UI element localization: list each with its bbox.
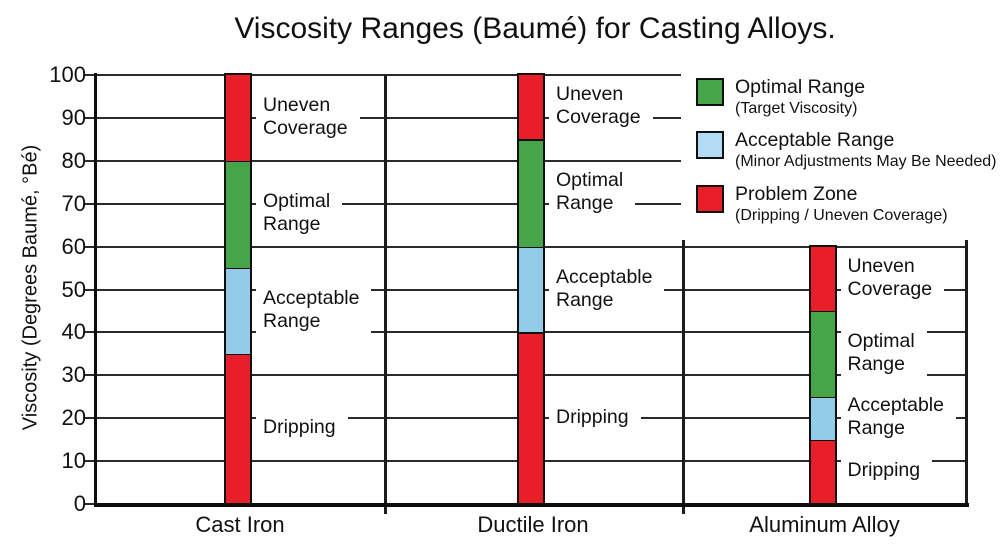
chart-title: Viscosity Ranges (Baumé) for Casting All… (234, 12, 836, 45)
segment-label-cast-iron: Optimal Range (256, 187, 343, 242)
segment-divider (226, 159, 250, 163)
y-tick-label: 80 (61, 147, 86, 173)
segment-label-ductile-iron: Acceptable Range (549, 262, 665, 317)
bar-segment-problem (226, 75, 250, 161)
segment-label-aluminum-alloy: Optimal Range (840, 326, 927, 381)
segment-label-ductile-iron: Uneven Coverage (549, 80, 653, 135)
bar-segment-acceptable (226, 268, 250, 354)
y-tick-label: 60 (61, 233, 86, 259)
legend-item-acceptable: Acceptable Range (Minor Adjustments May … (696, 129, 996, 172)
plot-right-border (965, 75, 968, 506)
segment-divider (810, 438, 835, 441)
legend-text-acceptable: Acceptable Range (Minor Adjustments May … (735, 129, 996, 172)
segment-divider (226, 352, 250, 356)
segment-divider (519, 138, 543, 141)
x-axis-line (93, 503, 969, 507)
y-axis-line (93, 73, 97, 507)
y-tick (85, 503, 96, 505)
y-tick (85, 202, 96, 205)
bar-segment-problem (226, 353, 250, 504)
legend-swatch-problem-icon (696, 185, 724, 213)
legend-item-optimal: Optimal Range (Target Viscosity) (696, 76, 865, 119)
panel-divider (384, 75, 387, 504)
segment-label-cast-iron: Dripping (256, 413, 348, 445)
bar-segment-optimal (519, 139, 543, 247)
y-tick-label: 10 (61, 448, 86, 474)
segment-label-aluminum-alloy: Acceptable Range (840, 391, 956, 446)
bar-segment-problem (519, 332, 543, 504)
legend-text-problem: Problem Zone (Dripping / Uneven Coverage… (735, 183, 948, 226)
y-tick (85, 288, 96, 291)
bar-segment-problem (519, 75, 543, 140)
y-tick-label: 50 (61, 276, 86, 302)
bar-ductile-iron (517, 73, 545, 504)
x-tick (384, 504, 387, 514)
y-tick (85, 331, 96, 334)
legend-label-acceptable: Acceptable Range (735, 129, 895, 151)
segment-label-ductile-iron: Dripping (549, 402, 641, 434)
bar-segment-acceptable (519, 246, 543, 333)
segment-label-cast-iron: Acceptable Range (256, 283, 372, 338)
segment-label-cast-iron: Uneven Coverage (256, 90, 360, 145)
y-tick (85, 74, 96, 76)
y-tick-label: 70 (61, 190, 86, 216)
legend-label-problem: Problem Zone (735, 183, 858, 205)
y-tick (85, 159, 96, 162)
y-tick-label: 20 (61, 405, 86, 431)
panel-divider (682, 75, 685, 504)
y-tick (85, 245, 96, 248)
legend: Optimal Range (Target Viscosity) Accepta… (681, 60, 1000, 240)
segment-label-ductile-iron: Optimal Range (549, 165, 636, 220)
legend-label-optimal: Optimal Range (735, 76, 866, 98)
segment-label-aluminum-alloy: Dripping (840, 456, 933, 488)
legend-sublabel-problem: (Dripping / Uneven Coverage) (735, 207, 948, 224)
category-label-ductile-iron: Ductile Iron (477, 512, 589, 537)
y-tick-label: 40 (61, 319, 86, 345)
bar-aluminum-alloy (808, 244, 837, 504)
segment-divider (810, 395, 835, 398)
legend-swatch-optimal-icon (696, 78, 724, 106)
x-tick (682, 504, 685, 514)
y-tick-label: 30 (61, 362, 86, 388)
legend-item-problem: Problem Zone (Dripping / Uneven Coverage… (696, 183, 948, 226)
y-tick (85, 116, 96, 119)
y-tick-label: 100 (49, 62, 86, 87)
category-label-aluminum-alloy: Aluminum Alloy (749, 512, 900, 537)
segment-divider (519, 331, 543, 334)
y-tick (85, 460, 96, 463)
bar-segment-problem (810, 439, 835, 504)
legend-swatch-acceptable-icon (696, 131, 724, 159)
segment-divider (519, 245, 543, 248)
legend-sublabel-optimal: (Target Viscosity) (735, 100, 858, 117)
category-label-cast-iron: Cast Iron (195, 512, 285, 537)
bar-cast-iron (224, 73, 252, 504)
legend-sublabel-acceptable: (Minor Adjustments May Be Needed) (735, 153, 997, 170)
segment-divider (226, 266, 250, 270)
bar-segment-optimal (226, 160, 250, 269)
bar-segment-acceptable (810, 396, 835, 440)
segment-label-aluminum-alloy: Uneven Coverage (840, 251, 945, 306)
bar-segment-optimal (810, 310, 835, 397)
segment-divider (810, 309, 835, 313)
y-tick-label: 90 (61, 104, 86, 130)
y-tick (85, 417, 96, 420)
y-tick (85, 374, 96, 377)
legend-text-optimal: Optimal Range (Target Viscosity) (735, 76, 865, 119)
bar-segment-problem (810, 246, 835, 311)
y-tick-label: 0 (73, 491, 86, 516)
